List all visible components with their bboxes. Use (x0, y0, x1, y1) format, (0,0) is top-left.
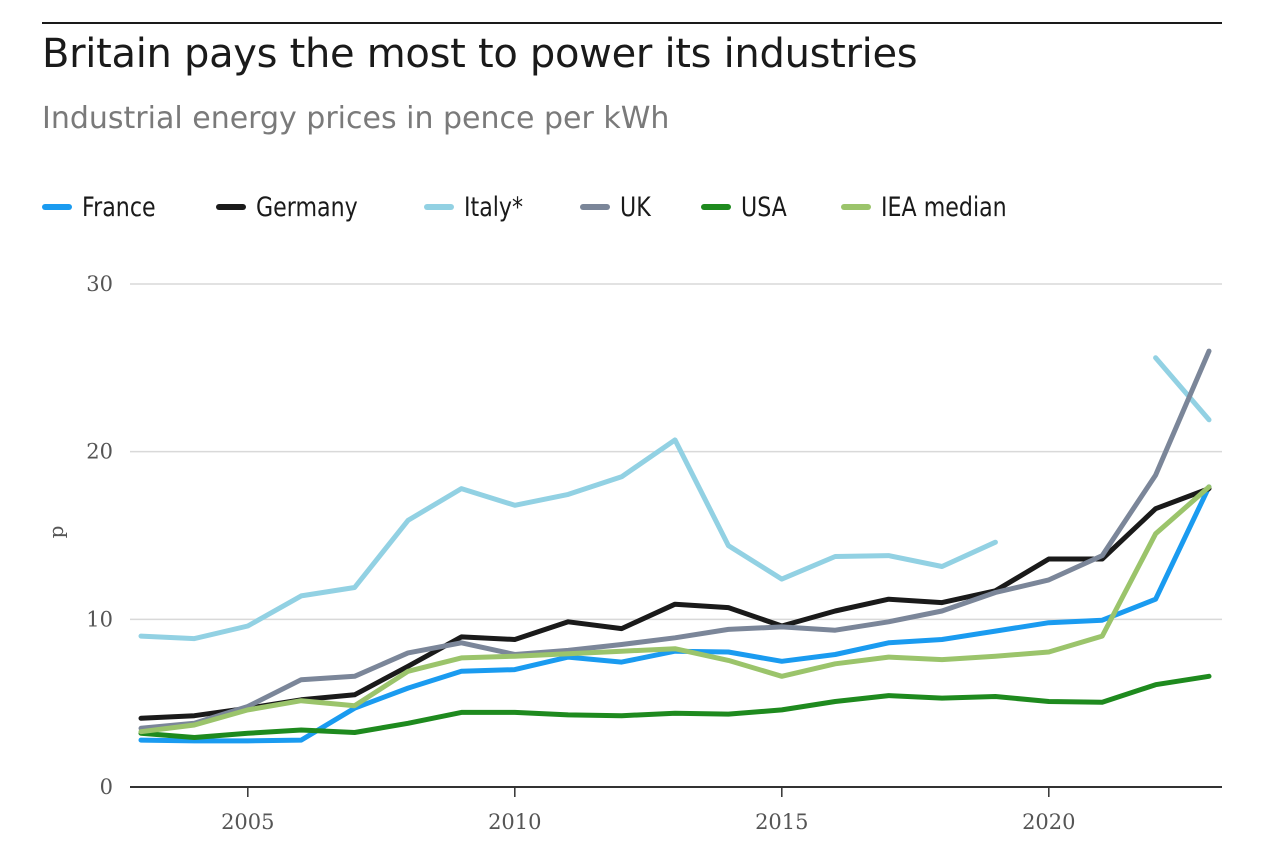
series-line-germany (138, 486, 1212, 721)
y-tick-label: 10 (86, 607, 113, 631)
y-axis-ticks: 0 10 20 30 (86, 272, 113, 799)
legend-item-uk: UK (579, 191, 657, 223)
x-tick-label: 2005 (221, 810, 274, 834)
gridlines (130, 283, 1222, 788)
legend-label: Germany (255, 191, 358, 223)
legend-label: USA (741, 191, 788, 223)
legend-item-italy: Italy* (423, 191, 536, 223)
x-axis-ticks: 2005 2010 2015 2020 (221, 787, 1076, 834)
series-line-italy (1153, 355, 1212, 423)
legend-item-usa: USA (701, 192, 797, 223)
legend-item-france: France (42, 192, 172, 223)
legend-swatch (423, 204, 454, 210)
legend-swatch (841, 204, 872, 210)
y-tick-label: 0 (100, 775, 113, 799)
x-tick-label: 2020 (1022, 810, 1075, 834)
legend-swatch (215, 204, 246, 210)
y-axis-title: p (44, 526, 68, 539)
y-tick-label: 30 (86, 272, 113, 296)
y-tick-label: 20 (86, 440, 113, 464)
x-tick-label: 2015 (755, 810, 808, 834)
legend-swatch (701, 204, 732, 210)
legend-swatch (579, 204, 610, 210)
series-line-iea-median (138, 484, 1212, 735)
series-line-italy (138, 437, 998, 642)
top-rule (42, 22, 1222, 24)
series-line-uk (138, 348, 1212, 731)
legend-swatch (42, 204, 72, 210)
legend-label: France (82, 191, 156, 223)
chart-subtitle: Industrial energy prices in pence per kW… (42, 101, 670, 136)
legend-label: IEA median (881, 191, 1008, 223)
legend-item-germany: Germany (215, 191, 380, 223)
legend-item-iea-median: IEA median (841, 192, 1034, 223)
series-lines (138, 348, 1212, 744)
series-line-usa (138, 673, 1212, 740)
legend-label: Italy* (463, 191, 523, 223)
legend: France Germany Italy* UK USA IEA median (42, 190, 1079, 224)
x-tick-label: 2010 (488, 810, 541, 834)
legend-label: UK (619, 191, 651, 223)
chart-title: Britain pays the most to power its indus… (42, 31, 918, 77)
